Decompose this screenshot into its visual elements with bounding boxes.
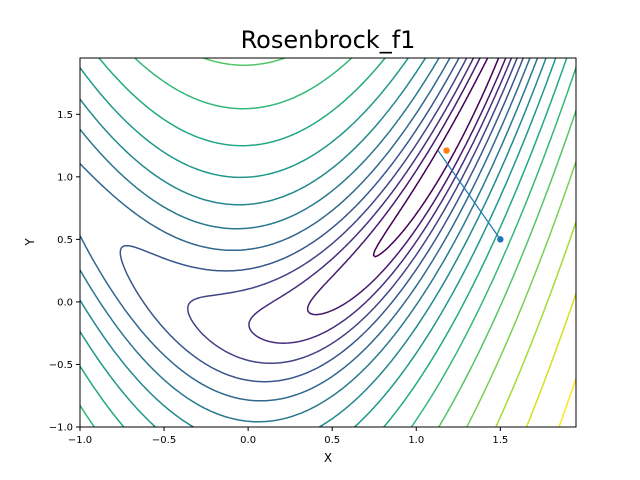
contour-line (80, 58, 568, 427)
x-tick-label: 0.5 (324, 435, 340, 446)
x-axis-label: X (324, 451, 332, 465)
x-axis-ticks: −1.0 −0.5 0.0 0.5 1.0 1.5 (68, 427, 508, 446)
y-tick-label: 0.0 (57, 297, 73, 308)
contour-line (119, 58, 524, 383)
x-tick-label: 0.0 (240, 435, 256, 446)
y-tick-label: 0.5 (57, 235, 73, 246)
contour-line (306, 58, 507, 316)
start-point-marker (497, 236, 504, 243)
minimum-point-marker (443, 147, 450, 154)
contour-lines (80, 58, 576, 427)
trajectory-line (437, 150, 501, 240)
chart-title: Rosenbrock_f1 (241, 26, 416, 54)
contour-line (80, 58, 531, 402)
contour-line (466, 160, 576, 427)
contour-line (248, 58, 513, 344)
contour-line (495, 221, 576, 427)
plot-frame (79, 57, 577, 428)
x-tick-label: −0.5 (152, 435, 176, 446)
x-tick-label: 1.0 (408, 435, 424, 446)
y-tick-label: −1.0 (49, 423, 73, 434)
trajectory (437, 147, 504, 243)
contour-line (525, 292, 576, 427)
y-axis-label: Y (23, 238, 37, 247)
y-tick-label: −0.5 (49, 360, 73, 371)
x-tick-label: 1.5 (492, 435, 508, 446)
contour-line (558, 377, 576, 427)
contour-line (187, 58, 518, 365)
y-tick-label: 1.5 (57, 110, 73, 121)
contour-line (372, 58, 500, 258)
contour-line (202, 58, 576, 427)
contour-line (80, 58, 557, 427)
contour-line (80, 58, 539, 423)
y-tick-label: 1.0 (57, 172, 73, 183)
contour-line (80, 58, 576, 427)
x-tick-label: −1.0 (68, 435, 92, 446)
y-axis-ticks: −1.0 −0.5 0.0 0.5 1.0 1.5 (49, 110, 80, 434)
